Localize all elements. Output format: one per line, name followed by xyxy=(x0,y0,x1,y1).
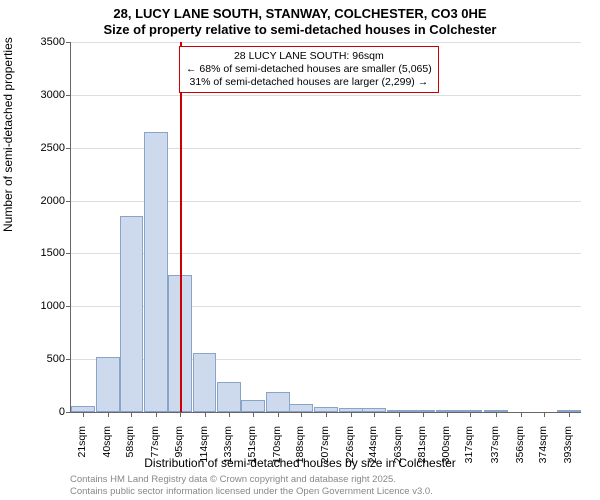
xtick-mark xyxy=(326,412,327,417)
xtick-label: 114sqm xyxy=(198,426,210,486)
title-line-1: 28, LUCY LANE SOUTH, STANWAY, COLCHESTER… xyxy=(0,6,600,21)
xtick-mark xyxy=(301,412,302,417)
chart-container: 28, LUCY LANE SOUTH, STANWAY, COLCHESTER… xyxy=(0,0,600,500)
ytick-mark xyxy=(66,253,71,254)
xtick-label: 133sqm xyxy=(222,426,234,486)
xtick-label: 226sqm xyxy=(344,426,356,486)
histogram-bar xyxy=(193,353,217,412)
xtick-mark xyxy=(399,412,400,417)
annotation-line-3: 31% of semi-detached houses are larger (… xyxy=(186,76,432,89)
xtick-mark xyxy=(131,412,132,417)
ytick-mark xyxy=(66,42,71,43)
ytick-mark xyxy=(66,412,71,413)
xtick-mark xyxy=(83,412,84,417)
ytick-mark xyxy=(66,201,71,202)
xtick-mark xyxy=(108,412,109,417)
xtick-mark xyxy=(470,412,471,417)
xtick-mark xyxy=(496,412,497,417)
histogram-bar xyxy=(241,400,265,412)
xtick-label: 337sqm xyxy=(489,426,501,486)
title-line-2: Size of property relative to semi-detach… xyxy=(0,22,600,37)
xtick-label: 281sqm xyxy=(416,426,428,486)
xtick-mark xyxy=(544,412,545,417)
ytick-label: 1000 xyxy=(5,300,65,312)
plot-area: 28 LUCY LANE SOUTH: 96sqm← 68% of semi-d… xyxy=(70,42,581,413)
xtick-mark xyxy=(253,412,254,417)
annotation-line-1: 28 LUCY LANE SOUTH: 96sqm xyxy=(186,50,432,63)
xtick-mark xyxy=(278,412,279,417)
histogram-bar xyxy=(266,392,290,412)
ytick-mark xyxy=(66,306,71,307)
ytick-label: 2500 xyxy=(5,142,65,154)
xtick-label: 151sqm xyxy=(246,426,258,486)
xtick-label: 317sqm xyxy=(463,426,475,486)
ytick-label: 2000 xyxy=(5,195,65,207)
xtick-mark xyxy=(423,412,424,417)
histogram-bar xyxy=(96,357,120,412)
xtick-mark xyxy=(180,412,181,417)
ytick-mark xyxy=(66,95,71,96)
ytick-mark xyxy=(66,148,71,149)
ytick-label: 3000 xyxy=(5,89,65,101)
xtick-label: 58sqm xyxy=(124,426,136,486)
xtick-mark xyxy=(569,412,570,417)
ytick-label: 0 xyxy=(5,406,65,418)
xtick-label: 77sqm xyxy=(149,426,161,486)
xtick-label: 393sqm xyxy=(562,426,574,486)
xtick-label: 95sqm xyxy=(173,426,185,486)
xtick-label: 374sqm xyxy=(537,426,549,486)
histogram-bar xyxy=(120,216,144,412)
xtick-mark xyxy=(205,412,206,417)
marker-line xyxy=(180,42,182,412)
annotation-line-2: ← 68% of semi-detached houses are smalle… xyxy=(186,63,432,76)
xtick-label: 207sqm xyxy=(319,426,331,486)
xtick-mark xyxy=(156,412,157,417)
xtick-label: 40sqm xyxy=(101,426,113,486)
xtick-label: 244sqm xyxy=(367,426,379,486)
xtick-label: 356sqm xyxy=(514,426,526,486)
gridline xyxy=(71,42,581,43)
xtick-label: 188sqm xyxy=(294,426,306,486)
gridline xyxy=(71,95,581,96)
xtick-mark xyxy=(374,412,375,417)
xtick-label: 263sqm xyxy=(392,426,404,486)
xtick-label: 300sqm xyxy=(440,426,452,486)
xtick-mark xyxy=(351,412,352,417)
histogram-bar xyxy=(289,404,313,412)
xtick-label: 21sqm xyxy=(76,426,88,486)
annotation-box: 28 LUCY LANE SOUTH: 96sqm← 68% of semi-d… xyxy=(179,46,439,93)
histogram-bar xyxy=(144,132,168,412)
ytick-mark xyxy=(66,359,71,360)
ytick-label: 3500 xyxy=(5,36,65,48)
xtick-mark xyxy=(521,412,522,417)
footer-copyright-2: Contains public sector information licen… xyxy=(70,486,433,497)
xtick-label: 170sqm xyxy=(271,426,283,486)
ytick-label: 500 xyxy=(5,353,65,365)
xtick-mark xyxy=(229,412,230,417)
xtick-mark xyxy=(447,412,448,417)
histogram-bar xyxy=(217,382,241,412)
ytick-label: 1500 xyxy=(5,247,65,259)
